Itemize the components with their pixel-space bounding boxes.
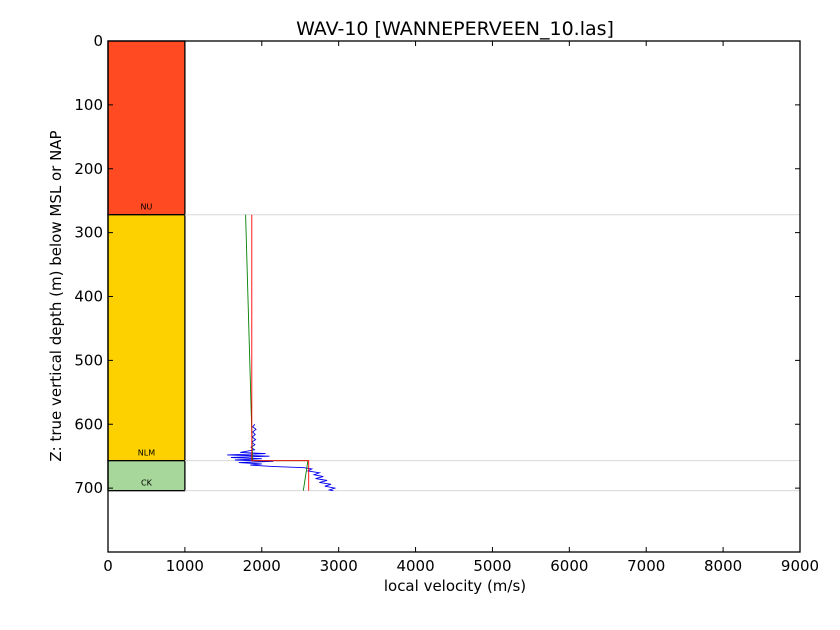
y-tick-label-0: 0 [93,32,103,50]
series-line-3 [251,214,310,491]
plot-background [108,41,800,552]
series-layer [227,214,337,492]
unit-label-nlm: NLM [138,449,155,458]
y-tick-label-500: 500 [74,351,103,369]
chart-title: WAV-10 [WANNEPERVEEN_10.las] [296,18,614,40]
plot-area [108,41,800,552]
series-line-1 [227,423,337,492]
y-tick-label-200: 200 [74,160,103,178]
y-tick-label-600: 600 [74,415,103,433]
y-tick-label-700: 700 [74,479,103,497]
unit-bar-nu [107,40,186,216]
y-tick-label-300: 300 [74,224,103,242]
x-tick-label-7000: 7000 [627,557,665,575]
x-tick-label-9000: 9000 [781,557,819,575]
x-tick-label-1000: 1000 [166,557,204,575]
stratigraphic-units: NU NLM CK [107,40,186,492]
y-tick-label-400: 400 [74,288,103,306]
x-tick-label-5000: 5000 [473,557,511,575]
y-tick-label-100: 100 [74,96,103,114]
x-tick-label-8000: 8000 [704,557,742,575]
y-axis-label: Z: true vertical depth (m) below MSL or … [47,130,65,461]
x-axis-label: local velocity (m/s) [384,577,526,595]
x-tick-label-3000: 3000 [320,557,358,575]
x-tick-label-0: 0 [103,557,113,575]
x-tick-label-2000: 2000 [243,557,281,575]
y-axis-ticks: 0 100 200 300 400 500 600 700 [74,32,800,497]
unit-label-nu: NU [141,203,153,212]
x-tick-label-4000: 4000 [396,557,434,575]
unit-bar-nlm [107,214,186,462]
unit-label-ck: CK [141,479,153,488]
x-axis-ticks: 0 1000 2000 3000 4000 5000 6000 7000 8000 9000 [103,41,819,575]
x-tick-label-6000: 6000 [550,557,588,575]
